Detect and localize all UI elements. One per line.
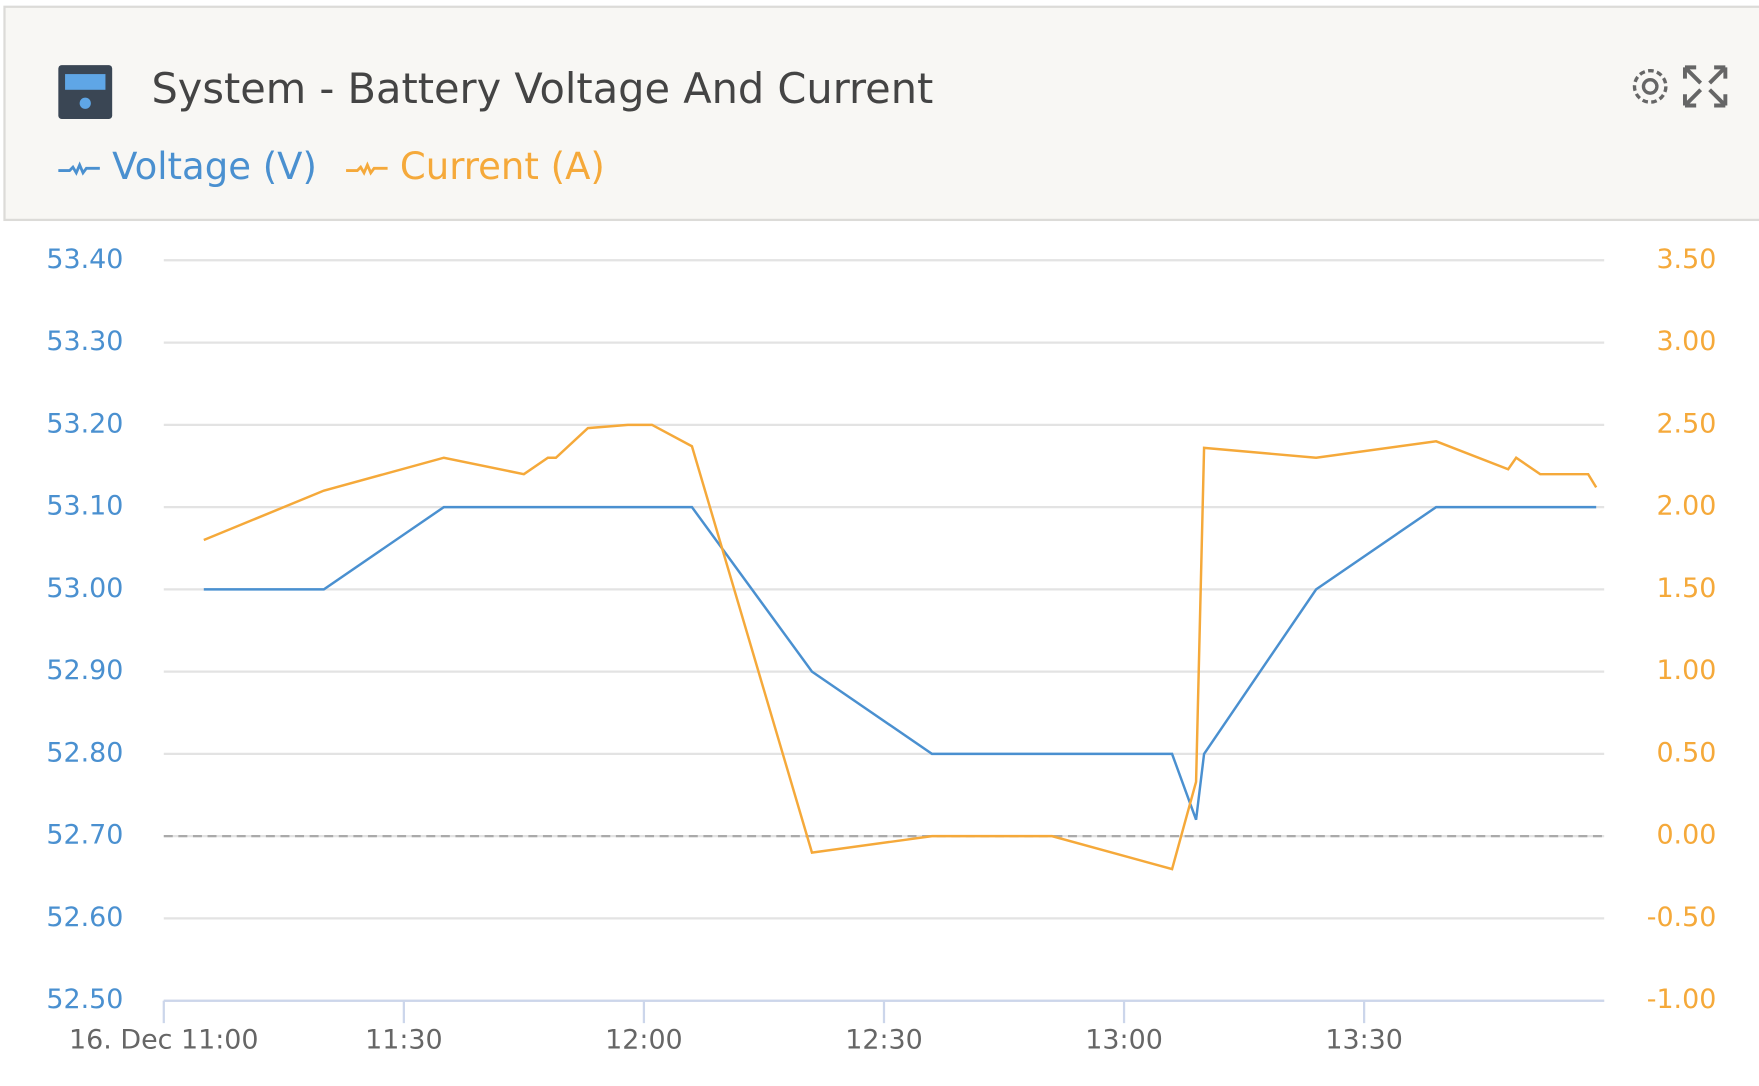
y2-tick-label: 1.50 [1656,573,1716,604]
y-tick-label: 53.10 [46,491,123,522]
header [3,5,1759,222]
legend-label: Voltage (V) [112,145,317,188]
fullscreen-icon[interactable] [1682,65,1728,108]
y-tick-label: 52.60 [46,902,123,933]
series-line [203,505,1597,821]
y2-tick-label: 3.50 [1656,244,1716,275]
y2-tick-label: 0.50 [1656,737,1716,768]
y2-tick-label: 0.00 [1656,820,1716,851]
y-tick-label: 52.90 [46,655,123,686]
y-tick-label: 53.00 [46,573,123,604]
x-tick-label: 11:30 [365,1025,443,1056]
x-tick-label: 16. Dec 11:00 [69,1025,259,1056]
legend-symbol [346,161,388,176]
y2-tick-label: 3.00 [1656,326,1716,357]
series-line [203,423,1598,871]
y2-tick-label: 2.00 [1656,491,1716,522]
y-tick-label: 53.20 [46,408,123,439]
y2-tick-label: -1.00 [1647,984,1717,1015]
legend-symbol [58,161,100,176]
y-tick-label: 52.70 [46,820,123,851]
y2-tick-label: 1.00 [1656,655,1716,686]
y-tick-label: 53.40 [46,244,123,275]
x-tick-label: 12:00 [605,1025,683,1056]
y-tick-label: 53.30 [46,326,123,357]
device-icon [58,65,113,119]
title: System - Battery Voltage And Current [151,64,933,113]
y-tick-label: 52.80 [46,737,123,768]
settings-icon[interactable] [1632,69,1668,104]
plot: 53.40 53.30 53.20 53.10 53.00 52.90 52.80 52.70… [46,244,1716,1056]
x-tick-label: 13:30 [1325,1025,1403,1056]
legend-label: Current (A) [400,145,605,188]
x-tick-label: 13:00 [1085,1025,1163,1056]
legend: Voltage (V) Current (A) [58,145,605,188]
y2-tick-label: 2.50 [1656,408,1716,439]
y-tick-label: 52.50 [46,984,123,1015]
x-tick-label: 12:30 [845,1025,923,1056]
y2-tick-label: -0.50 [1647,902,1717,933]
